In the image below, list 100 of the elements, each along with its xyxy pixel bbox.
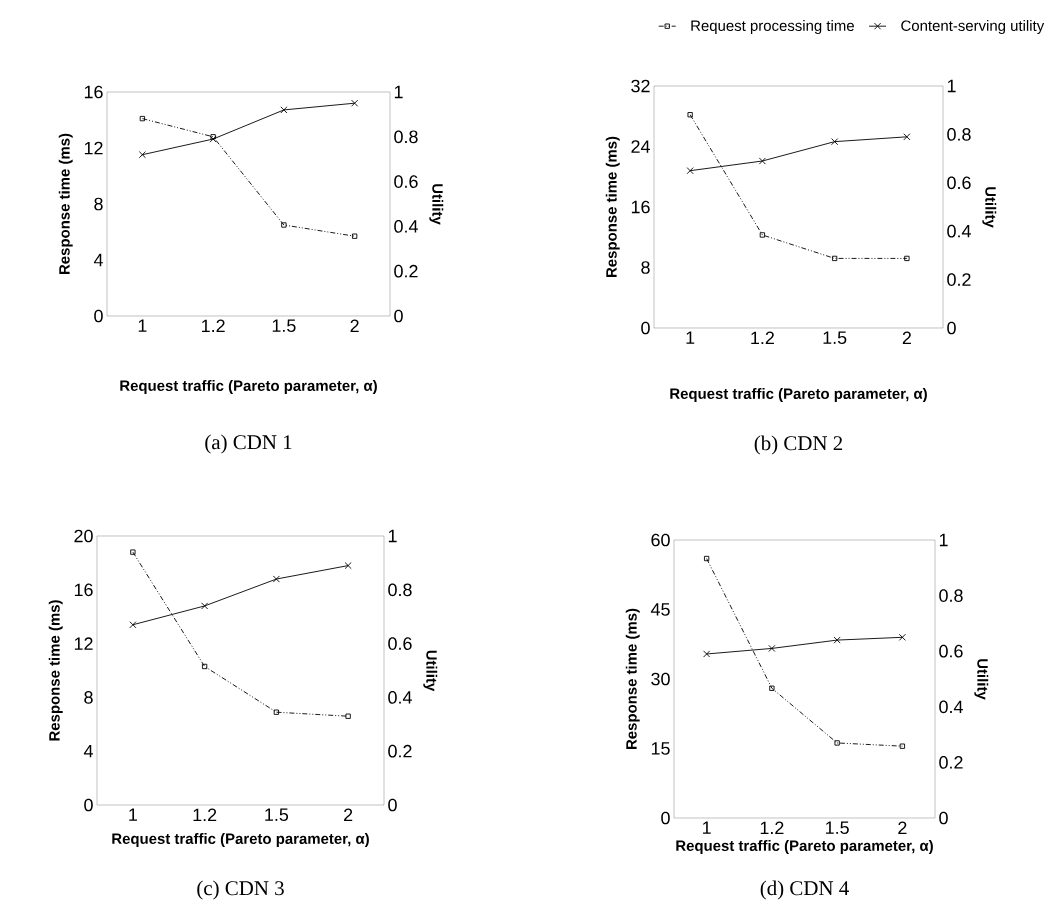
y-tick-label: 30 xyxy=(651,672,670,686)
y2-tick-label: 0.4 xyxy=(394,220,418,233)
y2-axis-title: Utility xyxy=(982,187,997,228)
point xyxy=(768,644,776,652)
y2-tick-label: 0.8 xyxy=(939,589,963,602)
y2-tick-label: 0 xyxy=(939,811,948,825)
y-tick-label: 60 xyxy=(651,533,670,547)
y2-tick-label: 0.2 xyxy=(394,264,418,278)
point xyxy=(280,106,288,114)
point xyxy=(759,232,766,238)
y-tick-label: 24 xyxy=(631,140,650,153)
y2-tick-label: 0 xyxy=(947,321,956,335)
point xyxy=(139,115,146,122)
point xyxy=(281,222,287,228)
y-axis-title: Response time (ms) xyxy=(605,136,620,277)
y-tick-label: 12 xyxy=(74,637,93,650)
y2-tick-label: 0.4 xyxy=(939,700,963,714)
y2-tick-label: 0.8 xyxy=(947,128,971,141)
x-tick-label: 2 xyxy=(350,319,359,333)
y2-tick-label: 1 xyxy=(388,529,397,543)
y2-tick-label: 0.6 xyxy=(947,176,971,190)
x-tick-label: 1 xyxy=(129,808,137,821)
x-tick-label: 1.5 xyxy=(272,319,296,333)
y-tick-label: 4 xyxy=(93,253,103,267)
x-tick-label: 1 xyxy=(138,319,147,332)
legend-label: Request processing time xyxy=(691,20,854,34)
point xyxy=(904,255,910,262)
text: (b) CDN 2 xyxy=(754,435,843,455)
y2-axis-title: Utility xyxy=(974,659,989,700)
y-tick-label: 8 xyxy=(641,261,650,274)
x-tick-label: 2 xyxy=(898,821,907,835)
y2-tick-label: 0.8 xyxy=(394,130,418,144)
text: (a) CDN 1 xyxy=(205,434,292,454)
x-tick-label: 1 xyxy=(686,331,695,344)
point xyxy=(686,167,694,175)
y-tick-label: 8 xyxy=(94,197,103,211)
point xyxy=(201,663,208,670)
y2-tick-label: 0.2 xyxy=(947,273,971,286)
y-tick-label: 0 xyxy=(661,811,670,825)
x-tick-label: 1.2 xyxy=(760,821,784,835)
point xyxy=(769,685,775,691)
y2-axis-title: Utility xyxy=(429,184,444,225)
x-axis-title: Request traffic (Pareto parameter, α) xyxy=(670,388,927,402)
y-tick-label: 8 xyxy=(84,691,93,704)
x-tick-label: 1.5 xyxy=(823,331,847,345)
x-axis-title: Request traffic (Pareto parameter, α) xyxy=(112,833,369,847)
y2-tick-label: 0.2 xyxy=(388,744,412,758)
y-tick-label: 32 xyxy=(631,79,650,93)
point xyxy=(898,633,906,641)
y-tick-label: 16 xyxy=(631,200,650,214)
x-tick-label: 1.2 xyxy=(751,331,774,345)
y-tick-label: 0 xyxy=(84,798,93,812)
y2-tick-label: 0.8 xyxy=(388,583,412,597)
x-axis-title: Request traffic (Pareto parameter, α) xyxy=(676,840,933,854)
y2-tick-label: 1 xyxy=(394,85,403,99)
y2-tick-label: 0.4 xyxy=(947,224,971,238)
point xyxy=(703,555,710,562)
y2-tick-label: 0 xyxy=(394,309,403,323)
x-tick-label: 2 xyxy=(344,808,353,822)
y2-axis-title: Utility xyxy=(423,650,438,692)
y-tick-label: 16 xyxy=(74,583,93,597)
point xyxy=(703,650,711,658)
point xyxy=(272,575,280,583)
y-tick-label: 16 xyxy=(84,85,103,99)
y-tick-label: 15 xyxy=(651,742,670,755)
point xyxy=(138,151,146,159)
point xyxy=(273,709,280,715)
y2-tick-label: 0.2 xyxy=(939,756,963,769)
point xyxy=(351,233,358,239)
point xyxy=(899,743,906,749)
x-tick-label: 2 xyxy=(902,331,911,345)
y-axis-title: Response time (ms) xyxy=(625,608,640,750)
point xyxy=(345,713,351,719)
point xyxy=(687,112,693,118)
point xyxy=(833,636,841,644)
point xyxy=(201,602,209,610)
y2-tick-label: 1 xyxy=(939,533,948,547)
point xyxy=(758,157,766,165)
text: (c) CDN 3 xyxy=(197,880,284,900)
x-axis-title: Request traffic (Pareto parameter, α) xyxy=(120,380,377,394)
y-tick-label: 0 xyxy=(641,321,650,335)
point xyxy=(834,740,840,746)
y2-tick-label: 1 xyxy=(947,79,956,93)
y2-tick-label: 0.6 xyxy=(939,644,963,658)
point xyxy=(903,133,911,141)
y-tick-label: 20 xyxy=(74,529,93,543)
x-tick-label: 1.2 xyxy=(193,808,217,822)
point xyxy=(344,562,352,570)
point xyxy=(831,255,838,262)
legend-label: Content-serving utility xyxy=(901,20,1045,34)
y-tick-label: 4 xyxy=(83,745,93,758)
x-tick-label: 1.5 xyxy=(265,808,289,822)
y2-tick-label: 0.6 xyxy=(388,637,412,650)
y-tick-label: 12 xyxy=(84,141,103,155)
point xyxy=(130,549,136,555)
y2-tick-label: 0.6 xyxy=(394,175,418,188)
y2-tick-label: 0 xyxy=(388,798,397,812)
point xyxy=(351,99,359,107)
x-tick-label: 1.2 xyxy=(202,319,225,333)
y-axis-title: Response time (ms) xyxy=(48,600,63,741)
